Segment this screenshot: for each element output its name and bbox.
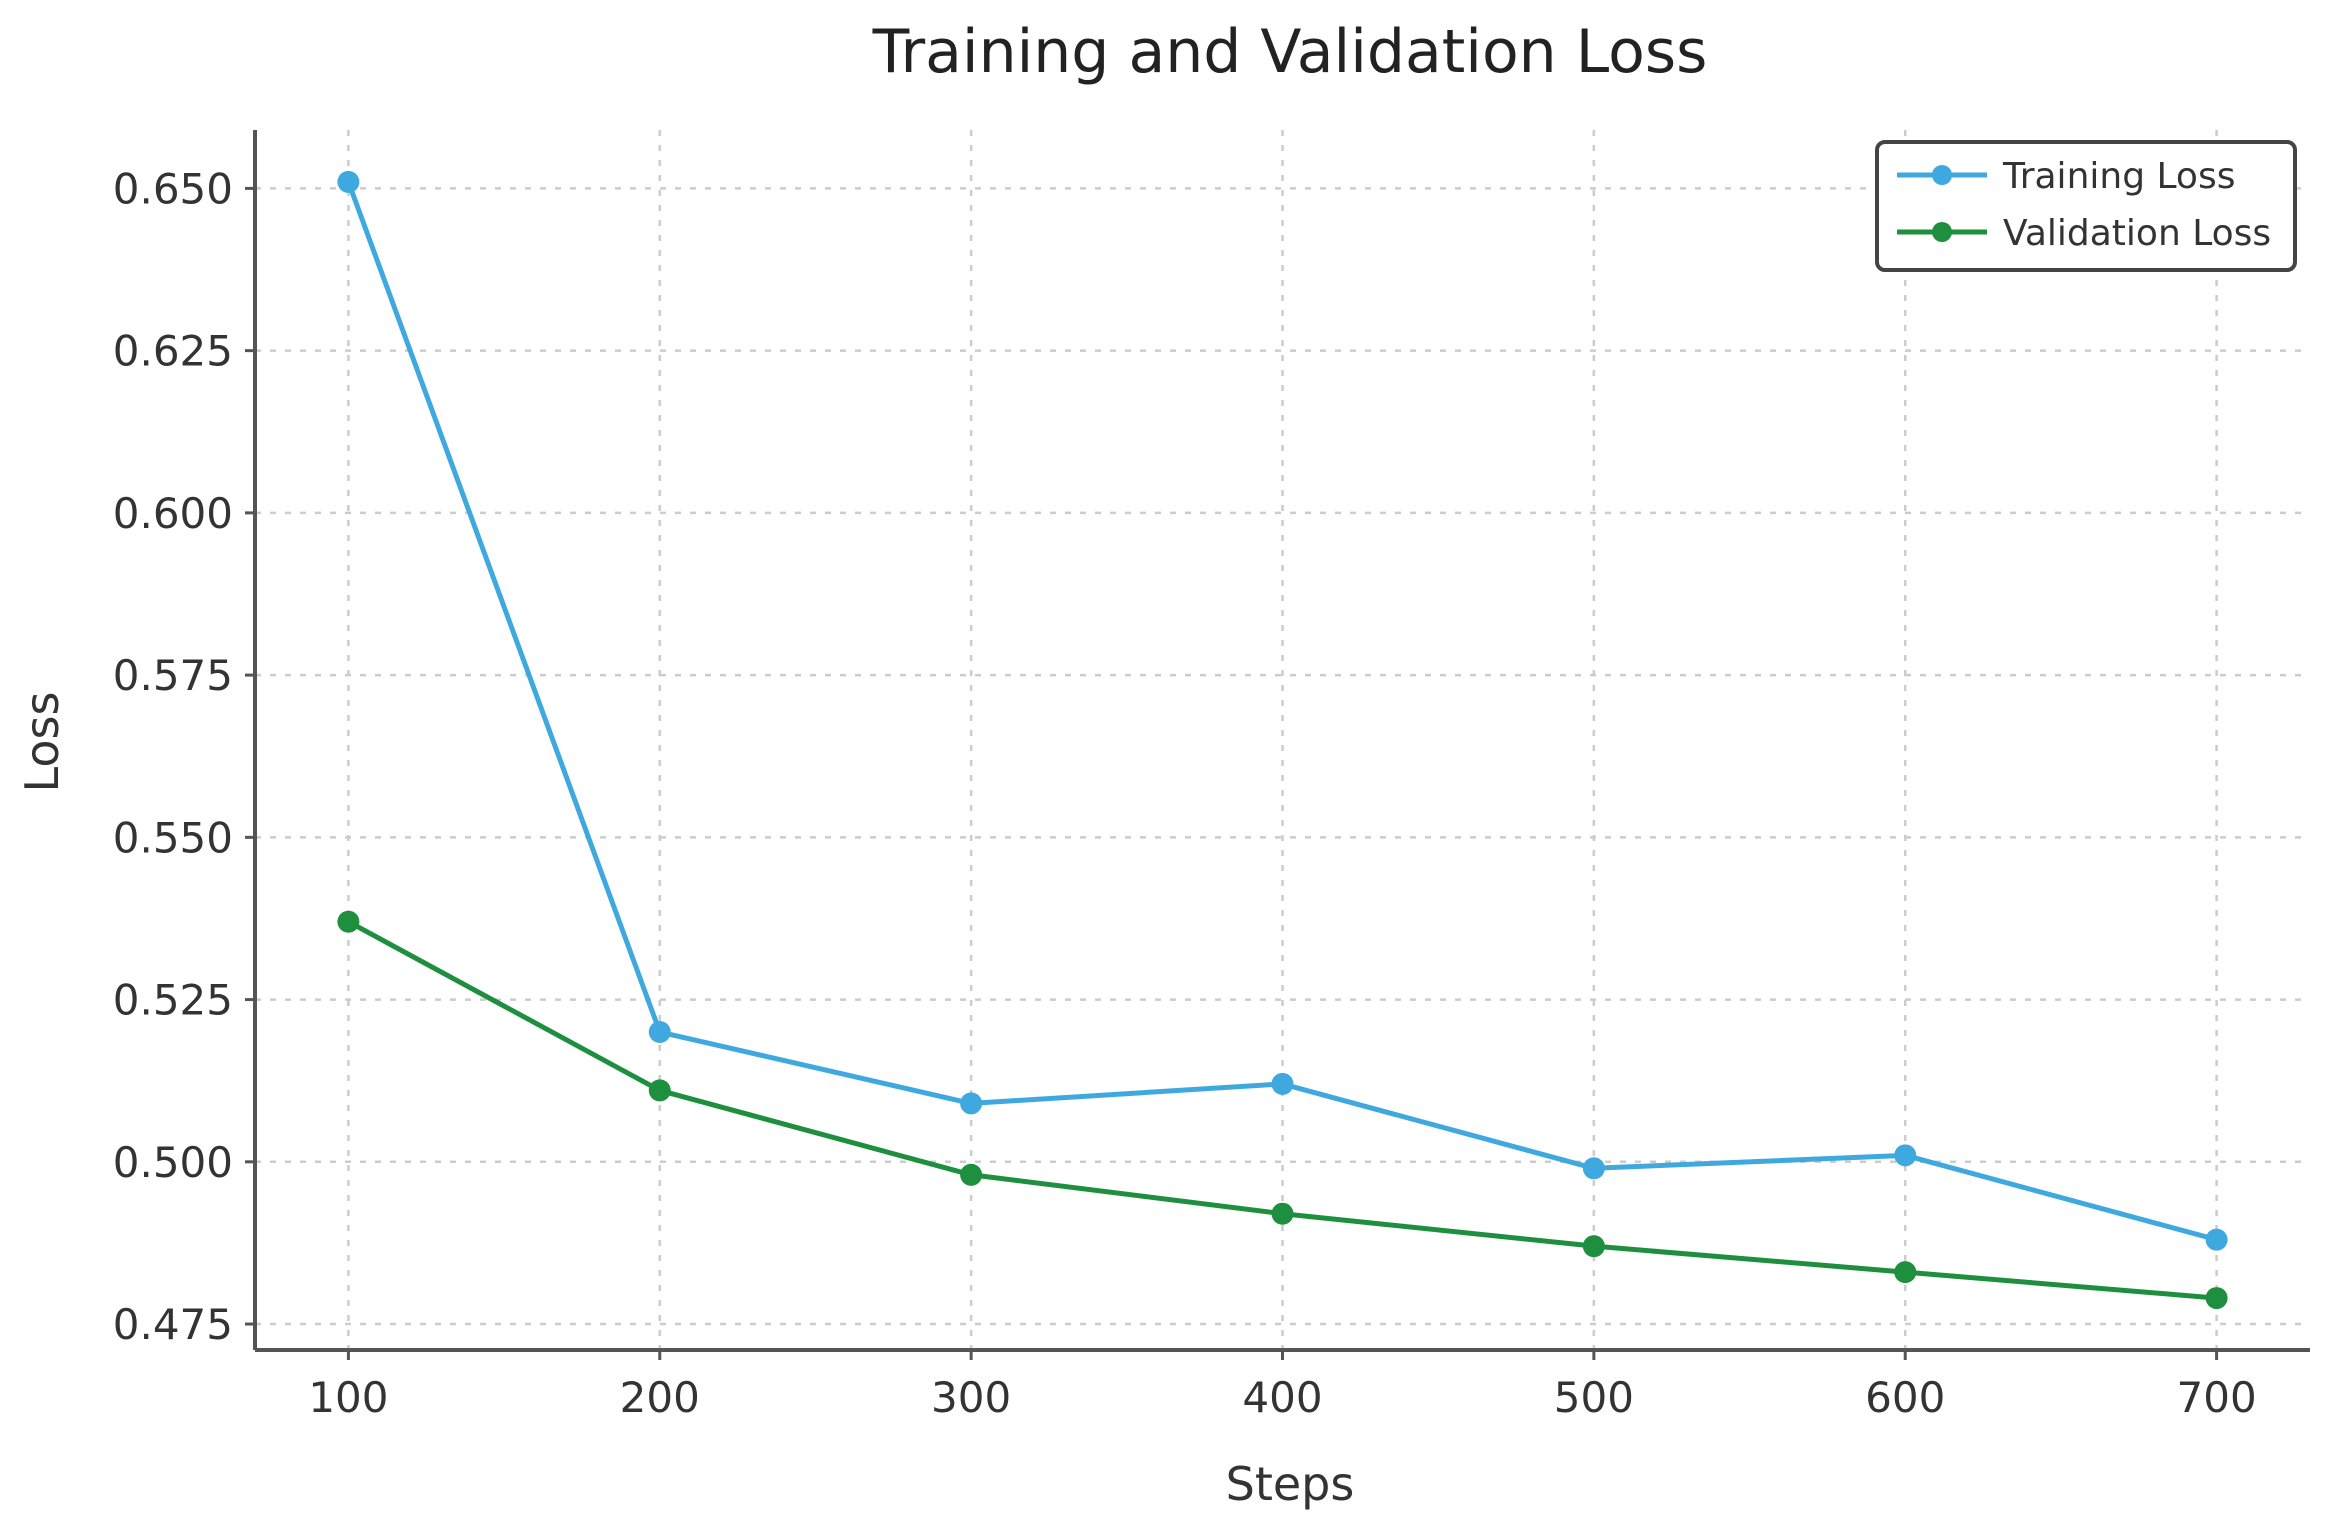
training-loss-point [648, 1021, 671, 1044]
x-tick-label: 300 [931, 1373, 1011, 1422]
legend-validation-marker [1932, 222, 1952, 242]
y-axis-label: Loss [15, 692, 69, 793]
validation-loss-point [2205, 1287, 2228, 1310]
training-loss-point [1894, 1144, 1917, 1167]
legend-validation-label: Validation Loss [2003, 213, 2271, 254]
x-tick-label: 400 [1242, 1373, 1322, 1422]
y-tick-label: 0.525 [113, 976, 233, 1025]
validation-loss-point [337, 910, 360, 933]
y-tick-label: 0.550 [113, 813, 233, 862]
plot-area [337, 170, 2228, 1310]
legend-training-label: Training Loss [2002, 156, 2235, 197]
validation-loss-point [1271, 1202, 1294, 1225]
grid [255, 130, 2310, 1350]
training-loss-point [1271, 1072, 1294, 1095]
x-tick-label: 200 [620, 1373, 700, 1422]
validation-loss-point [1582, 1235, 1605, 1258]
y-tick-label: 0.575 [113, 651, 233, 700]
x-tick-label: 600 [1865, 1373, 1945, 1422]
y-tick-label: 0.650 [113, 164, 233, 213]
legend: Training Loss Validation Loss [1875, 140, 2297, 272]
training-loss-point [960, 1092, 983, 1115]
training-loss-point [2205, 1228, 2228, 1251]
training-loss-point [337, 170, 360, 193]
x-tick-label: 100 [308, 1373, 388, 1422]
y-tick-label: 0.625 [113, 327, 233, 376]
x-tick-label: 500 [1554, 1373, 1634, 1422]
x-axis-label: Steps [1226, 1457, 1355, 1511]
validation-loss-point [1894, 1261, 1917, 1284]
y-tick-label: 0.600 [113, 489, 233, 538]
validation-loss-point [960, 1163, 983, 1186]
axis-ticks: 0.475 0.500 0.525 0.550 0.575 0.600 0.625 0.650… [113, 164, 2257, 1422]
y-tick-label: 0.475 [113, 1300, 233, 1349]
training-loss-point [1582, 1157, 1605, 1180]
x-tick-label: 700 [2177, 1373, 2257, 1422]
legend-training-marker [1932, 165, 1952, 185]
validation-loss-point [648, 1079, 671, 1102]
y-tick-label: 0.500 [113, 1138, 233, 1187]
chart-title: Training and Validation Loss [872, 17, 1708, 87]
